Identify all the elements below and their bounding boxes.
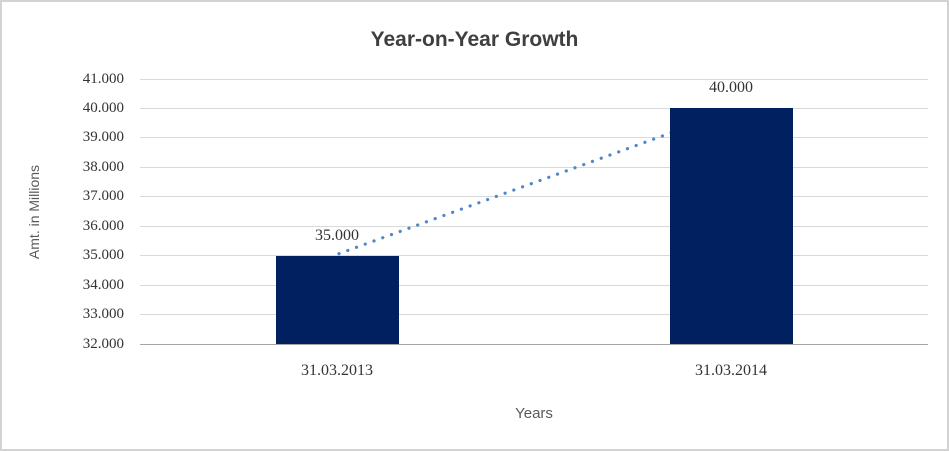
bar-value-label: 35.000 (315, 226, 359, 244)
x-axis-category-labels: 31.03.2013 31.03.2014 (140, 362, 928, 382)
bar-31.03.2013 (275, 255, 399, 344)
gridline (140, 284, 928, 286)
y-tick-label: 41.000 (82, 70, 124, 87)
x-category-label: 31.03.2014 (695, 362, 767, 379)
trend-line (337, 110, 729, 256)
gridline (140, 107, 928, 109)
gridline (140, 225, 928, 227)
y-tick-label: 39.000 (82, 129, 124, 146)
y-tick-label: 32.000 (82, 335, 124, 352)
x-axis-title: Years (515, 405, 553, 422)
x-axis-line (140, 344, 928, 345)
y-tick-label: 33.000 (82, 306, 124, 323)
gridline (140, 196, 928, 198)
gridline (140, 314, 928, 316)
y-tick-label: 38.000 (82, 158, 124, 175)
y-axis-tick-labels: 32.000 33.000 34.000 35.000 36.000 37.000 38.0… (32, 71, 124, 351)
y-tick-label: 40.000 (82, 99, 124, 116)
bar-31.03.2014 (669, 108, 793, 344)
gridline (140, 137, 928, 139)
gridline (140, 255, 928, 257)
y-tick-label: 37.000 (82, 188, 124, 205)
bar-value-label: 40.000 (709, 79, 753, 97)
gridline (140, 78, 928, 80)
x-category-label: 31.03.2013 (301, 362, 373, 379)
plot-area: 35.000 40.000 (140, 78, 928, 345)
y-tick-label: 36.000 (82, 217, 124, 234)
gridline (140, 166, 928, 168)
chart-title: Year-on-Year Growth (370, 28, 579, 51)
y-tick-label: 35.000 (82, 247, 124, 264)
y-tick-label: 34.000 (82, 276, 124, 293)
